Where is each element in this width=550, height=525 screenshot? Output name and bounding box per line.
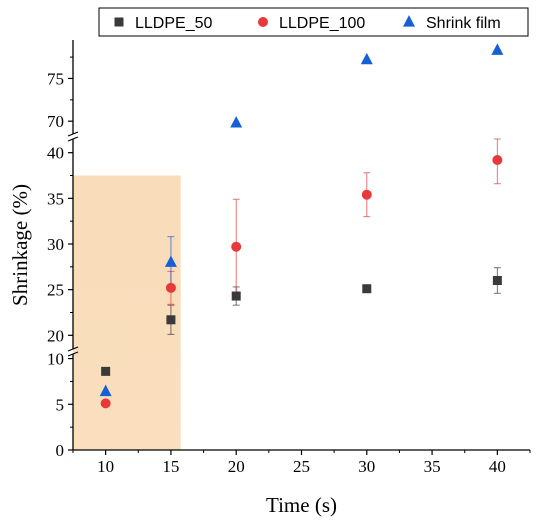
point-square-2 [231, 291, 241, 301]
y-tick-label: 35 [47, 189, 64, 208]
point-square-1 [166, 315, 176, 325]
x-tick-label: 25 [293, 457, 310, 476]
point-circle-4 [492, 155, 503, 165]
x-tick-label: 20 [228, 457, 245, 476]
x-axis-label: Time (s) [266, 493, 337, 517]
point-triangle-1 [164, 255, 177, 267]
legend-label: LLDPE_50 [135, 15, 212, 32]
axis-break-mark [67, 346, 79, 357]
x-tick-label: 10 [97, 457, 114, 476]
y-tick-label: 0 [56, 441, 65, 460]
x-tick-label: 35 [424, 457, 441, 476]
y-tick-label: 25 [47, 281, 64, 300]
legend-marker-circle [258, 17, 268, 27]
point-circle-2 [231, 241, 242, 252]
point-triangle-0 [99, 384, 112, 397]
legend-marker-square [114, 17, 124, 27]
point-square-3 [362, 284, 372, 294]
point-triangle-4 [491, 43, 504, 55]
y-tick-label: 40 [47, 144, 64, 163]
y-tick-label: 75 [47, 69, 64, 88]
point-circle-3 [361, 189, 372, 200]
x-tick-label: 15 [162, 457, 179, 476]
x-tick-label: 30 [358, 457, 375, 476]
y-axis-label: Shrinkage (%) [8, 184, 32, 306]
legend-label: LLDPE_100 [279, 15, 365, 32]
legend-box [98, 7, 529, 37]
point-triangle-3 [360, 52, 373, 65]
y-tick-label: 70 [47, 112, 64, 131]
point-square-4 [492, 276, 502, 286]
y-tick-label: 20 [47, 326, 64, 345]
point-circle-0 [100, 398, 111, 409]
point-circle-1 [165, 282, 176, 293]
point-square-0 [101, 366, 111, 376]
y-tick-label: 5 [56, 395, 65, 414]
highlight-region [73, 175, 181, 451]
y-tick-label: 30 [47, 235, 64, 254]
axis-break-mark [67, 131, 79, 142]
legend-label: Shrink film [426, 15, 501, 32]
legend-marker-triangle [403, 15, 415, 27]
y-tick-label: 10 [47, 350, 64, 369]
point-triangle-2 [230, 116, 243, 128]
x-tick-label: 40 [489, 457, 506, 476]
